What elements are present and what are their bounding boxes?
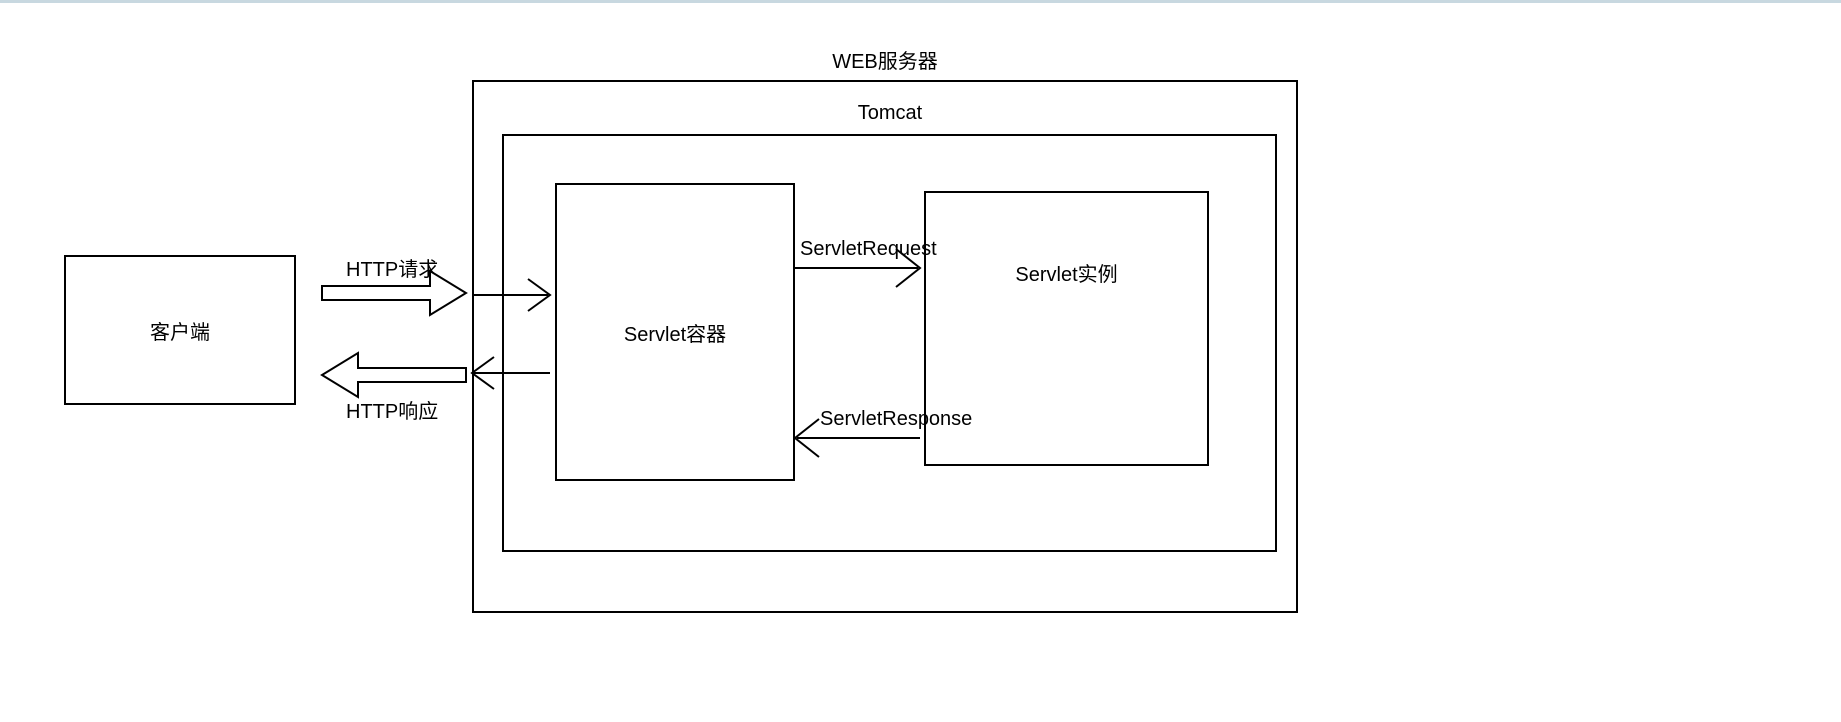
client-box: 客户端 [64,255,296,405]
tomcat-title: Tomcat [830,102,950,125]
servlet-instance-label: Servlet实例 [1015,258,1117,287]
http-request-label: HTTP请求 [346,253,438,282]
http-response-arrow [322,353,466,397]
http-response-label: HTTP响应 [346,395,438,424]
web-server-title: WEB服务器 [760,45,1010,74]
servlet-container-box: Servlet容器 [555,183,795,481]
servlet-container-label: Servlet容器 [624,318,726,347]
client-label: 客户端 [150,316,210,345]
servlet-request-label: ServletRequest [800,238,937,261]
servlet-architecture-diagram: 客户端 WEB服务器 Tomcat Servlet容器 Servlet实例 HT… [0,3,1841,719]
servlet-response-label: ServletResponse [820,408,972,431]
